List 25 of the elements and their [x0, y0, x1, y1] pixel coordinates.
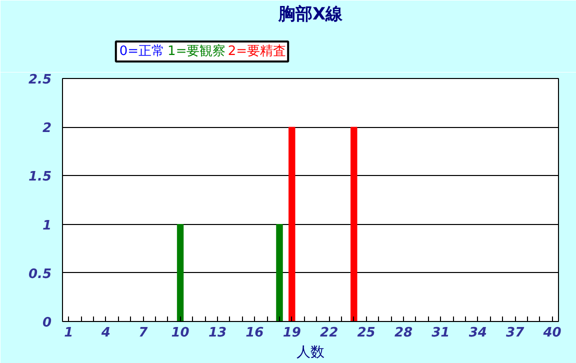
x-axis-title: 人数: [296, 344, 324, 360]
y-tick-label: 0.5: [28, 266, 52, 282]
x-tick-label: 28: [394, 326, 413, 340]
x-tick-label: 4: [100, 326, 110, 340]
y-tick-label: 1: [42, 218, 52, 234]
x-tick-label: 7: [138, 326, 149, 340]
y-tick-label: 2: [42, 121, 52, 136]
y-tick-label: 0: [42, 316, 52, 330]
text: 0=正常: [119, 44, 165, 59]
x-tick-label: 10: [171, 326, 190, 340]
x-tick-label: 19: [282, 326, 301, 340]
y-tick-label: 1.5: [28, 170, 52, 185]
x-tick-label: 25: [357, 326, 376, 340]
x-tick-label: 13: [208, 326, 227, 340]
x-tick-label: 22: [320, 326, 338, 340]
x-tick-label: 16: [246, 326, 264, 340]
x-tick-label: 31: [432, 326, 450, 340]
chart-title: 胸部X線: [277, 4, 344, 24]
x-tick-label: 37: [506, 326, 526, 340]
x-tick-label: 1: [64, 326, 74, 340]
x-tick-label: 34: [468, 326, 487, 340]
text: 1=要観察: [168, 43, 226, 59]
text: 2=要精査: [228, 44, 286, 59]
y-tick-label: 2.5: [28, 72, 52, 88]
x-tick-label: 40: [542, 326, 562, 340]
